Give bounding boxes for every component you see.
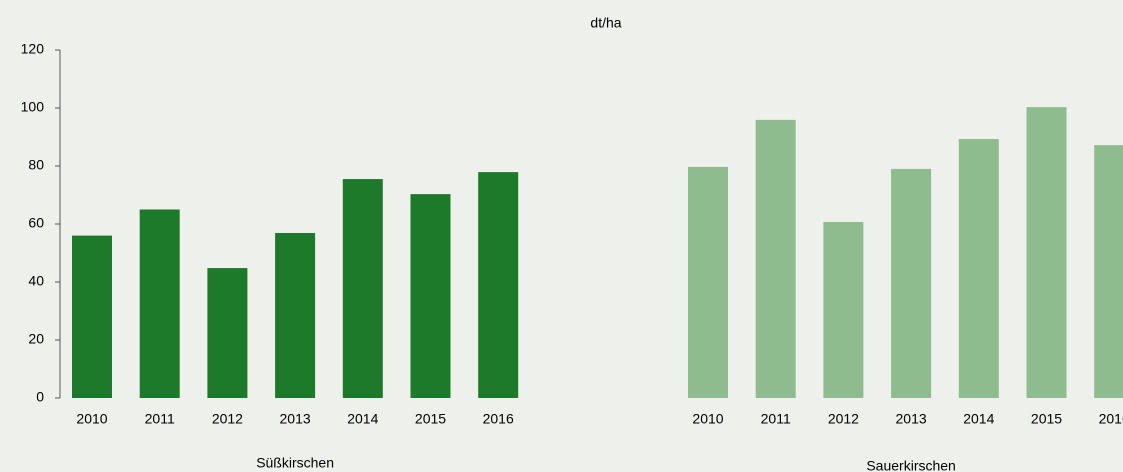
bar — [1026, 107, 1067, 398]
bar — [342, 179, 383, 398]
group-label: Süßkirschen — [256, 455, 334, 471]
x-tick-label: 2015 — [415, 411, 446, 427]
bar — [478, 172, 519, 398]
bar — [688, 166, 728, 398]
x-tick-label: 2013 — [280, 411, 311, 427]
x-tick-label: 2011 — [761, 411, 791, 427]
bar — [139, 209, 180, 398]
bar — [275, 232, 316, 398]
y-tick-label: 120 — [21, 41, 45, 57]
y-tick-label: 60 — [28, 215, 44, 231]
x-tick-label: 2014 — [347, 411, 378, 427]
y-tick-label: 0 — [36, 389, 44, 405]
y-tick-label: 40 — [28, 273, 44, 289]
bar — [410, 194, 451, 398]
y-tick-label: 100 — [21, 99, 45, 115]
y-tick-label: 20 — [28, 331, 44, 347]
y-tick-label: 80 — [28, 157, 44, 173]
group-label: Sauerkirschen — [866, 458, 956, 472]
x-tick-label: 2015 — [1031, 411, 1062, 427]
bar — [207, 268, 248, 398]
x-tick-label: 2010 — [76, 411, 107, 427]
x-tick-label: 2016 — [1099, 411, 1123, 427]
x-tick-label: 2014 — [963, 411, 994, 427]
bar — [1094, 145, 1123, 398]
x-tick-label: 2016 — [483, 411, 514, 427]
bar — [823, 221, 864, 398]
bar — [891, 168, 932, 398]
x-tick-label: 2010 — [692, 411, 723, 427]
x-tick-label: 2012 — [212, 411, 243, 427]
bar — [72, 235, 112, 398]
x-tick-label: 2012 — [828, 411, 859, 427]
x-tick-label: 2011 — [145, 411, 175, 427]
x-tick-label: 2013 — [896, 411, 927, 427]
chart-title: dt/ha — [590, 15, 621, 31]
bar — [755, 119, 796, 398]
bar — [958, 139, 999, 398]
